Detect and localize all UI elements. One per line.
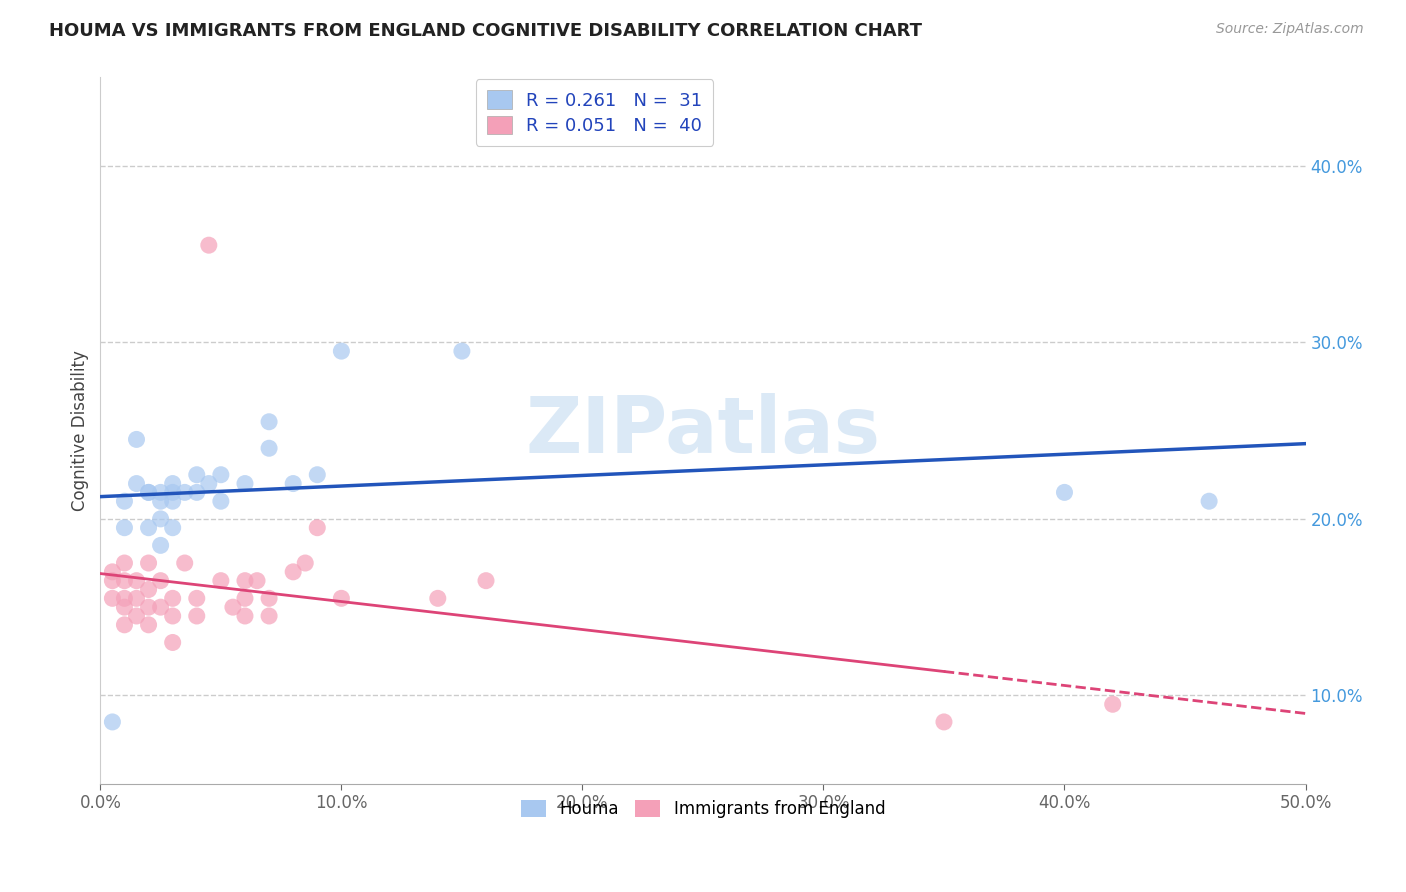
Point — [233, 609, 256, 624]
Point — [101, 574, 124, 588]
Point — [257, 609, 280, 624]
Text: HOUMA VS IMMIGRANTS FROM ENGLAND COGNITIVE DISABILITY CORRELATION CHART: HOUMA VS IMMIGRANTS FROM ENGLAND COGNITI… — [49, 22, 922, 40]
Point — [162, 591, 184, 606]
Point — [114, 521, 136, 535]
Legend: Houma, Immigrants from England: Houma, Immigrants from England — [515, 793, 891, 825]
Point — [186, 609, 208, 624]
Point — [1198, 494, 1220, 508]
Point — [294, 556, 316, 570]
Point — [162, 635, 184, 649]
Point — [149, 574, 172, 588]
Point — [932, 714, 955, 729]
Point — [186, 591, 208, 606]
Point — [162, 609, 184, 624]
Point — [307, 467, 329, 482]
Point — [233, 476, 256, 491]
Point — [198, 476, 221, 491]
Point — [125, 476, 148, 491]
Point — [257, 415, 280, 429]
Point — [330, 591, 353, 606]
Point — [114, 494, 136, 508]
Point — [283, 565, 305, 579]
Point — [149, 600, 172, 615]
Text: Source: ZipAtlas.com: Source: ZipAtlas.com — [1216, 22, 1364, 37]
Point — [162, 485, 184, 500]
Point — [114, 556, 136, 570]
Point — [330, 344, 353, 359]
Point — [173, 556, 195, 570]
Point — [162, 494, 184, 508]
Point — [149, 485, 172, 500]
Point — [209, 494, 232, 508]
Point — [257, 442, 280, 456]
Text: ZIPatlas: ZIPatlas — [526, 392, 880, 468]
Point — [173, 485, 195, 500]
Point — [209, 467, 232, 482]
Point — [125, 433, 148, 447]
Point — [101, 714, 124, 729]
Point — [138, 485, 160, 500]
Point — [186, 485, 208, 500]
Point — [114, 574, 136, 588]
Point — [162, 521, 184, 535]
Point — [149, 494, 172, 508]
Point — [114, 591, 136, 606]
Point — [186, 467, 208, 482]
Point — [209, 574, 232, 588]
Point — [222, 600, 245, 615]
Point — [1053, 485, 1076, 500]
Point — [1101, 698, 1123, 712]
Point — [475, 574, 498, 588]
Point — [149, 538, 172, 552]
Point — [149, 512, 172, 526]
Point — [114, 617, 136, 632]
Y-axis label: Cognitive Disability: Cognitive Disability — [72, 351, 89, 511]
Point — [101, 565, 124, 579]
Point — [233, 574, 256, 588]
Point — [246, 574, 269, 588]
Point — [125, 609, 148, 624]
Point — [138, 600, 160, 615]
Point — [138, 617, 160, 632]
Point — [426, 591, 449, 606]
Point — [198, 238, 221, 252]
Point — [138, 485, 160, 500]
Point — [114, 600, 136, 615]
Point — [138, 556, 160, 570]
Point — [283, 476, 305, 491]
Point — [307, 521, 329, 535]
Point — [138, 521, 160, 535]
Point — [138, 582, 160, 597]
Point — [162, 476, 184, 491]
Point — [125, 574, 148, 588]
Point — [101, 591, 124, 606]
Point — [257, 591, 280, 606]
Point — [233, 591, 256, 606]
Point — [451, 344, 474, 359]
Point — [125, 591, 148, 606]
